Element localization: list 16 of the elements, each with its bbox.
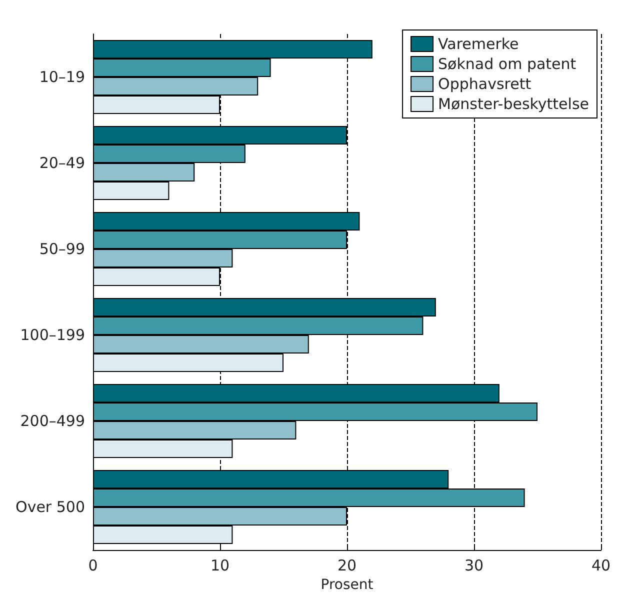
x-tick-label: 30 [464,556,484,574]
y-tick-label: 200–499 [20,412,85,430]
x-axis-title: Prosent [320,576,374,593]
x-tick-label: 10 [210,556,230,574]
y-tick-label: 10–19 [39,68,85,86]
legend-label: Varemerke [438,35,519,53]
y-tick-label: 20–49 [39,154,85,172]
x-tick-label: 40 [591,556,611,574]
y-tick-label: Over 500 [16,498,85,516]
legend-label: Opphavsrett [438,75,532,93]
legend-label: Mønster-beskyttelse [438,95,589,113]
x-tick-label: 0 [88,556,98,574]
y-tick-label: 50–99 [39,240,85,258]
legend-label: Søknad om patent [438,55,576,73]
x-tick-label: 20 [337,556,357,574]
y-tick-label: 100–199 [20,326,85,344]
